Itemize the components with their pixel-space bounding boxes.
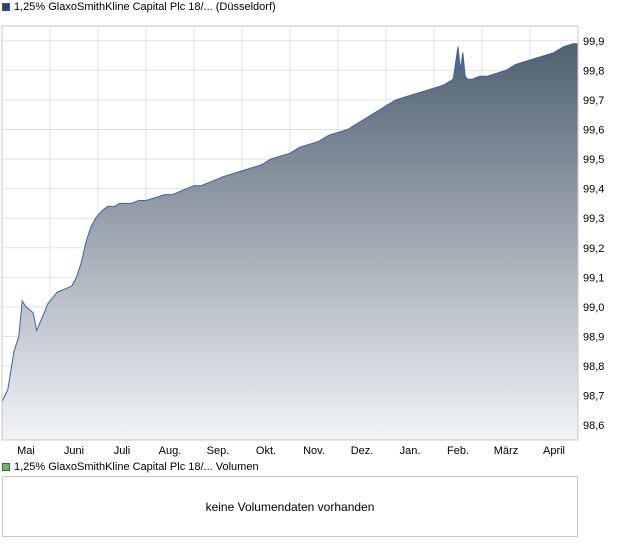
volume-empty-message: keine Volumendaten vorhanden <box>205 499 375 514</box>
price-legend: 1,25% GlaxoSmithKline Capital Plc 18/...… <box>2 0 276 14</box>
volume-legend-swatch <box>2 463 10 471</box>
y-tick-label: 99,4 <box>583 184 604 196</box>
x-axis-ticks: Mai Juni Juli Aug. Sep. Okt. Nov. Dez. Jan. Feb. M… <box>17 445 565 457</box>
y-tick-label: 98,6 <box>583 420 604 432</box>
price-line <box>1 43 578 402</box>
x-tick-label: Juni <box>64 445 84 457</box>
y-axis-ticks: 98,6 98,7 98,8 98,9 99,0 99,1 99,2 99,3 99,4 99,5… <box>583 36 604 432</box>
x-tick-label: Aug. <box>159 445 182 457</box>
y-tick-label: 99,5 <box>583 154 604 166</box>
x-tick-label: Mai <box>17 445 35 457</box>
x-tick-label: Sep. <box>207 445 230 457</box>
y-tick-label: 99,1 <box>583 272 604 284</box>
volume-legend: 1,25% GlaxoSmithKline Capital Plc 18/...… <box>2 460 259 474</box>
x-tick-label: Okt. <box>256 445 276 457</box>
plot-border <box>1 25 579 441</box>
price-legend-label: 1,25% GlaxoSmithKline Capital Plc 18/...… <box>14 1 276 13</box>
y-tick-label: 99,0 <box>583 302 604 314</box>
x-tick-label: Nov. <box>303 445 325 457</box>
price-area-fill <box>2 43 578 440</box>
y-tick-label: 98,7 <box>583 391 604 403</box>
price-legend-swatch <box>2 3 10 11</box>
y-tick-label: 99,7 <box>583 95 604 107</box>
x-tick-label: Feb. <box>447 445 469 457</box>
y-tick-label: 99,9 <box>583 36 604 48</box>
volume-panel: keine Volumendaten vorhanden <box>2 476 578 537</box>
price-chart: 98,6 98,7 98,8 98,9 99,0 99,1 99,2 99,3 99,4 99,5… <box>1 25 604 457</box>
y-tick-label: 99,3 <box>583 213 604 225</box>
x-tick-label: Dez. <box>351 445 374 457</box>
x-tick-label: Juli <box>114 445 131 457</box>
x-tick-label: März <box>494 445 518 457</box>
x-tick-label: April <box>543 445 565 457</box>
y-tick-label: 99,8 <box>583 65 604 77</box>
y-tick-label: 98,9 <box>583 332 604 344</box>
x-tick-label: Jan. <box>400 445 421 457</box>
y-tick-label: 98,8 <box>583 361 604 373</box>
volume-legend-label: 1,25% GlaxoSmithKline Capital Plc 18/...… <box>14 461 259 473</box>
y-tick-label: 99,6 <box>583 125 604 137</box>
y-tick-label: 99,2 <box>583 243 604 255</box>
